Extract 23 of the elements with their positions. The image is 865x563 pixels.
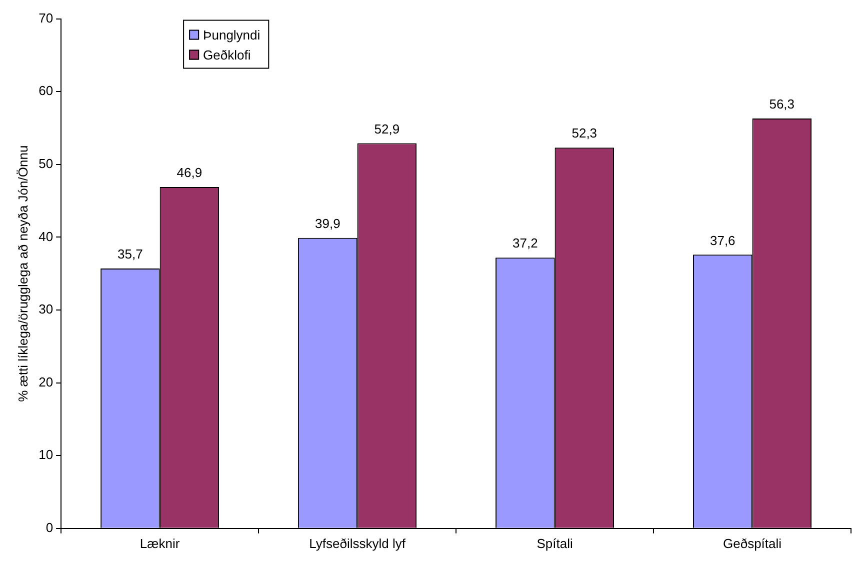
legend-label: Geðklofi <box>203 47 251 62</box>
y-axis-title: % ætti líklega/örugglega að neyða Jón/Önnu <box>15 145 30 402</box>
data-label: 39,9 <box>315 216 340 232</box>
y-tick-label: 30 <box>38 302 54 317</box>
x-tick-label: Lyfseðilsskyld lyf <box>309 536 406 551</box>
y-tick-label: 20 <box>38 374 54 390</box>
data-label: 52,9 <box>374 121 400 136</box>
y-tick-label: 0 <box>46 520 54 535</box>
data-label: 37,2 <box>512 236 538 251</box>
data-label: 52,3 <box>572 126 598 141</box>
data-label: 46,9 <box>176 165 202 180</box>
x-tick-label: Geðspítali <box>722 536 782 551</box>
data-label: 56,3 <box>769 96 795 112</box>
y-tick-label: 60 <box>38 83 54 98</box>
legend-label: Þunglyndi <box>203 27 260 42</box>
y-tick-label: 50 <box>38 156 54 171</box>
data-label: 35,7 <box>118 246 143 262</box>
x-tick-label: Læknir <box>140 536 180 551</box>
y-tick-label: 70 <box>38 10 54 26</box>
y-tick-label: 10 <box>38 447 54 462</box>
data-label: 37,6 <box>710 232 736 248</box>
y-tick-label: 40 <box>38 228 54 244</box>
x-tick-label: Spítali <box>536 536 573 551</box>
